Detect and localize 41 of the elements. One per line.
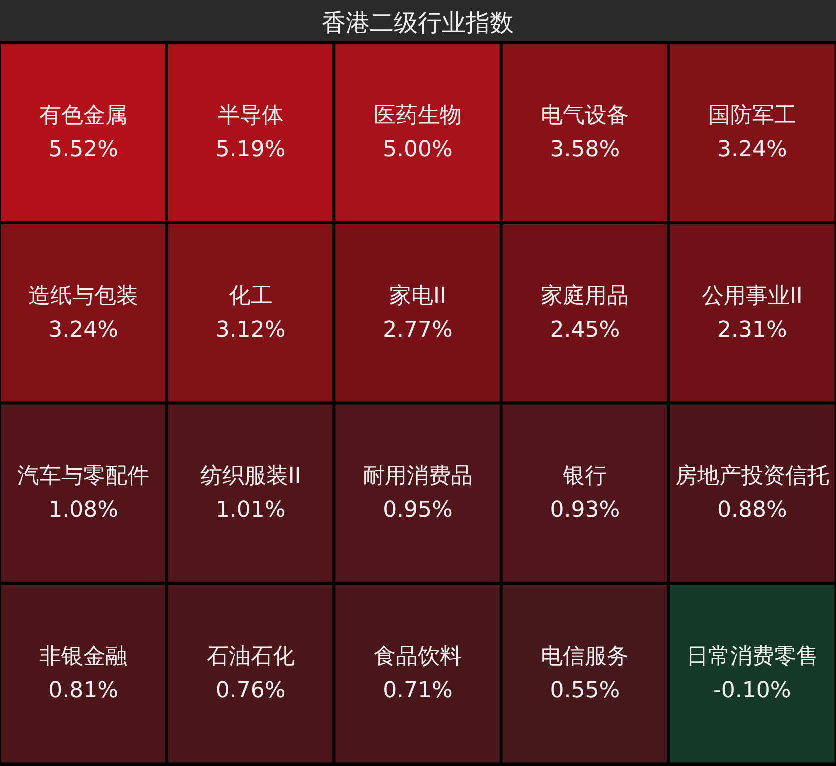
category-label: 有色金属 — [40, 104, 128, 129]
data-label: 0.81% — [48, 678, 119, 704]
category-label: 化工 — [228, 284, 273, 309]
data-label: 2.77% — [383, 318, 453, 343]
category-label: 石油石化 — [206, 644, 295, 670]
category-label: 非银金融 — [40, 644, 128, 670]
data-label: 3.24% — [717, 138, 788, 163]
category-label: 耐用消费品 — [363, 464, 473, 490]
data-label: 0.55% — [550, 678, 620, 704]
data-label: 0.93% — [550, 498, 620, 524]
category-label: 银行 — [562, 464, 608, 490]
data-label: 0.88% — [717, 498, 788, 524]
category-label: 汽车与零配件 — [18, 464, 150, 490]
category-label: 公用事业II — [702, 284, 803, 309]
category-label: 家庭用品 — [541, 284, 630, 309]
data-label: 0.71% — [383, 678, 453, 704]
data-label: 0.76% — [216, 678, 286, 704]
category-label: 电信服务 — [541, 644, 630, 670]
category-label: 食品饮料 — [374, 644, 462, 670]
data-label: 1.08% — [48, 498, 119, 524]
data-label: 3.58% — [550, 138, 620, 163]
data-label: 2.45% — [550, 318, 620, 343]
data-label: 1.01% — [216, 498, 286, 524]
data-label: 5.19% — [216, 138, 286, 163]
category-label: 房地产投资信托 — [675, 464, 830, 490]
data-label: -0.10% — [713, 678, 792, 704]
text: 香港二级行业指数 — [322, 9, 514, 37]
category-label: 造纸与包装 — [28, 284, 139, 309]
data-label: 0.95% — [383, 498, 453, 524]
data-label: 3.12% — [216, 318, 286, 343]
category-label: 半导体 — [218, 104, 284, 129]
category-label: 家电II — [390, 284, 446, 309]
data-label: 5.00% — [383, 138, 453, 163]
category-label: 电气设备 — [541, 104, 630, 129]
data-label: 3.24% — [48, 318, 119, 343]
category-label: 日常消费零售 — [686, 644, 818, 670]
data-label: 5.52% — [48, 138, 119, 163]
category-label: 国防军工 — [708, 104, 796, 129]
data-label: 2.31% — [717, 318, 788, 343]
category-label: 纺织服装II — [200, 464, 302, 490]
category-label: 医药生物 — [374, 104, 462, 129]
